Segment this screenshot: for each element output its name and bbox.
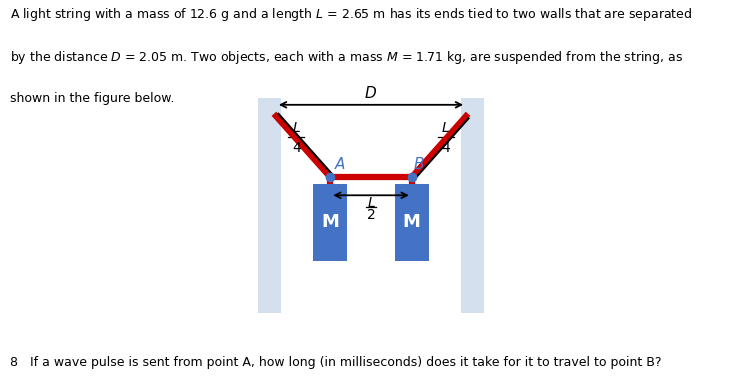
Text: 8   If a wave pulse is sent from point A, how long (in milliseconds) does it tak: 8 If a wave pulse is sent from point A, …: [10, 356, 661, 369]
Text: $D$: $D$: [364, 86, 378, 101]
FancyBboxPatch shape: [313, 184, 347, 261]
Text: $L$: $L$: [441, 121, 450, 135]
Text: 4: 4: [292, 141, 301, 155]
Text: by the distance $D$ = 2.05 m. Two objects, each with a mass $M$ = 1.71 kg, are s: by the distance $D$ = 2.05 m. Two object…: [10, 49, 683, 66]
Text: A: A: [335, 156, 345, 172]
Text: M: M: [321, 213, 339, 231]
Text: $L$: $L$: [292, 121, 301, 135]
Text: A light string with a mass of 12.6 g and a length $L$ = 2.65 m has its ends tied: A light string with a mass of 12.6 g and…: [10, 6, 692, 23]
Text: shown in the figure below.: shown in the figure below.: [10, 92, 174, 105]
Text: M: M: [403, 213, 421, 231]
Text: 2: 2: [367, 208, 375, 222]
Text: $L$: $L$: [367, 196, 375, 210]
FancyBboxPatch shape: [462, 87, 511, 313]
FancyBboxPatch shape: [280, 87, 462, 313]
FancyBboxPatch shape: [395, 184, 429, 261]
FancyBboxPatch shape: [231, 87, 280, 313]
Text: 4: 4: [441, 141, 450, 155]
Text: B: B: [414, 156, 424, 172]
